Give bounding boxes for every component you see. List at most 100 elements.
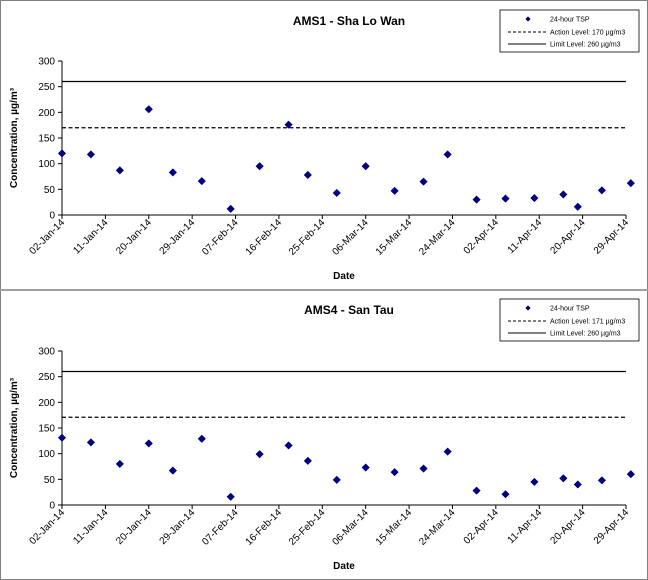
legend-label-action: Action Level: 170 µg/m3 bbox=[550, 30, 625, 37]
x-tick-label: 16-Feb-14 bbox=[244, 217, 285, 258]
x-tick-label: 25-Feb-14 bbox=[287, 217, 328, 258]
data-point bbox=[472, 486, 481, 495]
data-point bbox=[501, 490, 510, 499]
y-axis-title: Concentration, µg/m³ bbox=[9, 87, 20, 188]
y-tick-label: 0 bbox=[49, 501, 55, 512]
y-tick-label: 250 bbox=[38, 82, 55, 93]
data-point bbox=[144, 105, 153, 114]
data-point bbox=[332, 475, 341, 485]
x-tick-label: 06-Mar-14 bbox=[330, 507, 371, 548]
data-point bbox=[115, 459, 124, 469]
data-point bbox=[115, 166, 124, 175]
data-point bbox=[86, 150, 96, 159]
legend-box bbox=[499, 9, 640, 53]
data-point bbox=[197, 176, 206, 186]
x-axis-title: Date bbox=[333, 271, 355, 282]
x-tick-label: 29-Apr-14 bbox=[592, 507, 632, 547]
data-point bbox=[255, 450, 264, 459]
data-point bbox=[144, 439, 153, 448]
y-tick-label: 100 bbox=[38, 159, 55, 170]
data-point bbox=[530, 193, 539, 203]
x-axis-title: Date bbox=[333, 561, 355, 572]
x-tick-label: 16-Feb-14 bbox=[244, 507, 285, 548]
data-point bbox=[443, 447, 452, 456]
chart-title: AMS4 - San Tau bbox=[304, 303, 394, 317]
data-point bbox=[559, 474, 568, 483]
data-point bbox=[573, 480, 582, 489]
x-tick-label: 20-Jan-14 bbox=[114, 507, 154, 547]
x-tick-label: 24-Mar-14 bbox=[417, 217, 458, 258]
data-point bbox=[361, 463, 370, 472]
data-point bbox=[303, 170, 312, 180]
data-point bbox=[530, 477, 539, 487]
y-tick-label: 50 bbox=[44, 475, 56, 486]
x-tick-label: 20-Jan-14 bbox=[114, 217, 154, 257]
data-point bbox=[573, 202, 582, 211]
x-tick-label: 07-Feb-14 bbox=[200, 507, 241, 548]
y-tick-label: 150 bbox=[38, 424, 55, 435]
legend-marker bbox=[525, 305, 531, 311]
data-point bbox=[86, 438, 96, 447]
x-tick-label: 29-Jan-14 bbox=[158, 217, 198, 257]
data-point bbox=[332, 188, 341, 198]
x-tick-label: 11-Apr-14 bbox=[506, 217, 545, 256]
y-tick-label: 250 bbox=[38, 372, 55, 383]
legend-label-tsp: 24-hour TSP bbox=[550, 17, 590, 24]
x-tick-label: 15-Mar-14 bbox=[374, 217, 415, 258]
legend-label-tsp: 24-hour TSP bbox=[550, 306, 590, 313]
data-point bbox=[226, 492, 235, 501]
data-point bbox=[443, 150, 452, 159]
data-point bbox=[226, 204, 235, 213]
data-point bbox=[419, 177, 428, 186]
x-tick-label: 11-Jan-14 bbox=[71, 217, 110, 256]
y-axis-title: Concentration, µg/m³ bbox=[9, 377, 20, 478]
data-point bbox=[597, 186, 607, 195]
y-tick-label: 150 bbox=[38, 134, 55, 145]
data-point bbox=[168, 168, 178, 177]
chart-title: AMS1 - Sha Lo Wan bbox=[293, 14, 405, 28]
legend-label-limit: Limit Level: 260 µg/m3 bbox=[550, 42, 621, 49]
data-point bbox=[419, 464, 428, 473]
x-tick-label: 11-Apr-14 bbox=[506, 507, 545, 546]
x-tick-label: 02-Apr-14 bbox=[462, 507, 502, 547]
data-point bbox=[361, 162, 370, 171]
data-point bbox=[390, 467, 399, 477]
data-point bbox=[501, 194, 510, 203]
legend-label-limit: Limit Level: 260 µg/m3 bbox=[550, 331, 621, 338]
panel-divider bbox=[0, 289, 648, 291]
data-point bbox=[168, 466, 178, 475]
y-tick-label: 100 bbox=[38, 449, 55, 460]
data-point bbox=[284, 441, 293, 450]
chart-panel-2: AMS4 - San Tau 0 50 100 150 200 250 300 02-Jan-1… bbox=[9, 298, 640, 572]
y-tick-label: 200 bbox=[38, 108, 55, 119]
data-point bbox=[390, 186, 399, 196]
x-tick-label: 25-Feb-14 bbox=[287, 507, 328, 548]
y-tick-label: 300 bbox=[38, 57, 55, 68]
x-tick-label: 24-Mar-14 bbox=[417, 507, 458, 548]
x-tick-label: 29-Apr-14 bbox=[592, 217, 632, 257]
data-point bbox=[559, 190, 568, 199]
data-point bbox=[255, 162, 264, 171]
x-tick-label: 07-Feb-14 bbox=[200, 217, 241, 258]
data-point bbox=[626, 179, 635, 188]
data-point bbox=[57, 149, 67, 158]
data-point bbox=[303, 456, 312, 466]
x-tick-label: 29-Jan-14 bbox=[158, 507, 198, 547]
legend-label-action: Action Level: 171 µg/m3 bbox=[550, 319, 625, 326]
y-tick-label: 200 bbox=[38, 398, 55, 409]
y-tick-label: 0 bbox=[49, 211, 55, 222]
data-point bbox=[597, 476, 607, 485]
x-tick-label: 02-Jan-14 bbox=[28, 217, 68, 257]
x-tick-label: 20-Apr-14 bbox=[549, 217, 589, 257]
x-tick-label: 15-Mar-14 bbox=[374, 507, 415, 548]
legend-box bbox=[499, 298, 640, 342]
x-tick-label: 02-Jan-14 bbox=[28, 507, 68, 547]
x-tick-label: 11-Jan-14 bbox=[71, 507, 110, 546]
x-tick-label: 02-Apr-14 bbox=[462, 217, 502, 257]
x-tick-label: 06-Mar-14 bbox=[330, 217, 371, 258]
data-point bbox=[57, 433, 67, 442]
y-tick-label: 300 bbox=[38, 347, 55, 358]
chart-panel-1: AMS1 - Sha Lo Wan 0 50 100 150 200 250 300 02-Ja… bbox=[9, 9, 640, 282]
data-point bbox=[626, 470, 635, 479]
